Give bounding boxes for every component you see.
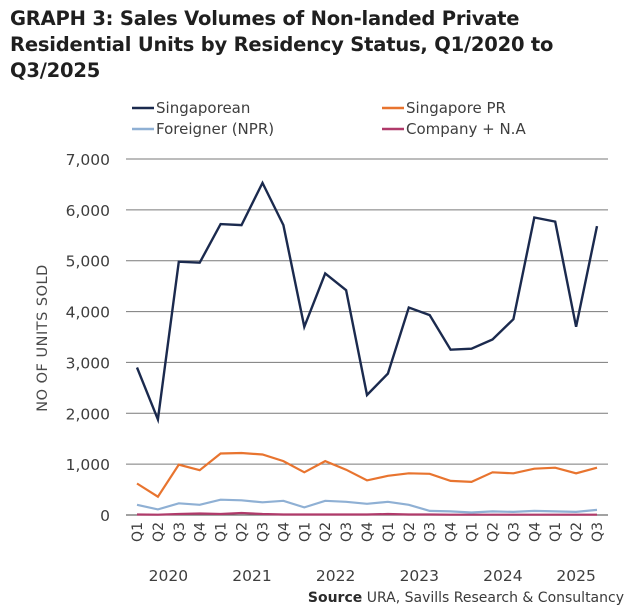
chart-title: GRAPH 3: Sales Volumes of Non-landed Pri… bbox=[10, 7, 554, 82]
x-tick-label: Q3 bbox=[172, 522, 188, 542]
y-tick-label: 5,000 bbox=[66, 253, 110, 271]
x-tick-label: Q4 bbox=[276, 522, 292, 542]
y-tick-label: 3,000 bbox=[66, 354, 110, 372]
x-tick-label: Q2 bbox=[151, 522, 167, 542]
x-year-label: 2024 bbox=[483, 567, 522, 585]
y-axis-ticks: 0 1,000 2,000 3,000 4,000 5,000 6,000 7,000 bbox=[66, 151, 110, 525]
x-tick-label: Q2 bbox=[235, 522, 251, 542]
x-year-label: 2025 bbox=[556, 567, 595, 585]
x-tick-label: Q4 bbox=[360, 522, 376, 542]
series-line-company-n-a bbox=[136, 511, 597, 516]
y-tick-label: 1,000 bbox=[66, 456, 110, 474]
x-tick-label: Q4 bbox=[444, 522, 460, 542]
x-tick-label: Q4 bbox=[527, 522, 543, 542]
legend-label: Singaporean bbox=[156, 99, 250, 117]
x-tick-label: Q1 bbox=[297, 522, 313, 542]
y-tick-label: 7,000 bbox=[66, 151, 110, 169]
x-year-label: 2023 bbox=[400, 567, 439, 585]
x-tick-label: Q3 bbox=[506, 522, 522, 542]
x-tick-label: Q1 bbox=[214, 522, 230, 542]
series-lines bbox=[135, 180, 599, 516]
y-axis-label: NO OF UNITS SOLD bbox=[35, 264, 51, 412]
series-line-singaporean bbox=[135, 180, 599, 425]
x-year-label: 2021 bbox=[232, 567, 271, 585]
series-line-foreigner-npr bbox=[136, 498, 598, 514]
legend-item: Company + N.A bbox=[382, 120, 526, 138]
x-tick-label: Q1 bbox=[465, 522, 481, 542]
x-year-label: 2020 bbox=[149, 567, 188, 585]
y-tick-label: 4,000 bbox=[66, 304, 110, 322]
series-line-singapore-pr bbox=[136, 451, 598, 499]
source-note: Source URA, Savills Research & Consultan… bbox=[308, 590, 624, 606]
x-tick-label: Q2 bbox=[569, 522, 585, 542]
x-tick-label: Q1 bbox=[381, 522, 397, 542]
legend-label: Singapore PR bbox=[406, 99, 506, 117]
y-tick-label: 0 bbox=[100, 507, 110, 525]
legend-item: Singaporean bbox=[132, 99, 250, 117]
legend-label: Foreigner (NPR) bbox=[156, 120, 274, 138]
x-tick-label: Q3 bbox=[339, 522, 355, 542]
y-tick-label: 2,000 bbox=[66, 405, 110, 423]
x-tick-label: Q1 bbox=[130, 522, 146, 542]
gridlines bbox=[126, 158, 608, 516]
x-tick-label: Q3 bbox=[423, 522, 439, 542]
x-tick-label: Q2 bbox=[402, 522, 418, 542]
x-tick-label: Q2 bbox=[318, 522, 334, 542]
y-tick-label: 6,000 bbox=[66, 202, 110, 220]
legend: Singaporean Singapore PR Foreigner (NPR) Co… bbox=[132, 99, 526, 138]
legend-item: Singapore PR bbox=[382, 99, 506, 117]
x-tick-label: Q4 bbox=[193, 522, 209, 542]
line-chart: Singaporean Singapore PR Foreigner (NPR) Co… bbox=[35, 99, 608, 585]
x-axis-ticks: Q1 Q2 Q3 Q4 Q1 Q2 Q3 Q4 Q1 Q2 Q3 Q4 Q1 Q2 Q3 Q4 Q1 Q2 Q3 Q4… bbox=[130, 522, 606, 542]
legend-label: Company + N.A bbox=[406, 120, 526, 138]
x-axis-year-labels: 2020 2021 2022 2023 2024 2025 bbox=[149, 567, 596, 585]
x-year-label: 2022 bbox=[316, 567, 355, 585]
x-tick-label: Q3 bbox=[590, 522, 606, 542]
x-tick-label: Q3 bbox=[256, 522, 272, 542]
x-tick-label: Q2 bbox=[486, 522, 502, 542]
source-text: URA, Savills Research & Consultancy bbox=[366, 590, 624, 606]
legend-item: Foreigner (NPR) bbox=[132, 120, 274, 138]
x-tick-label: Q1 bbox=[548, 522, 564, 542]
source-label: Source bbox=[307, 590, 363, 606]
